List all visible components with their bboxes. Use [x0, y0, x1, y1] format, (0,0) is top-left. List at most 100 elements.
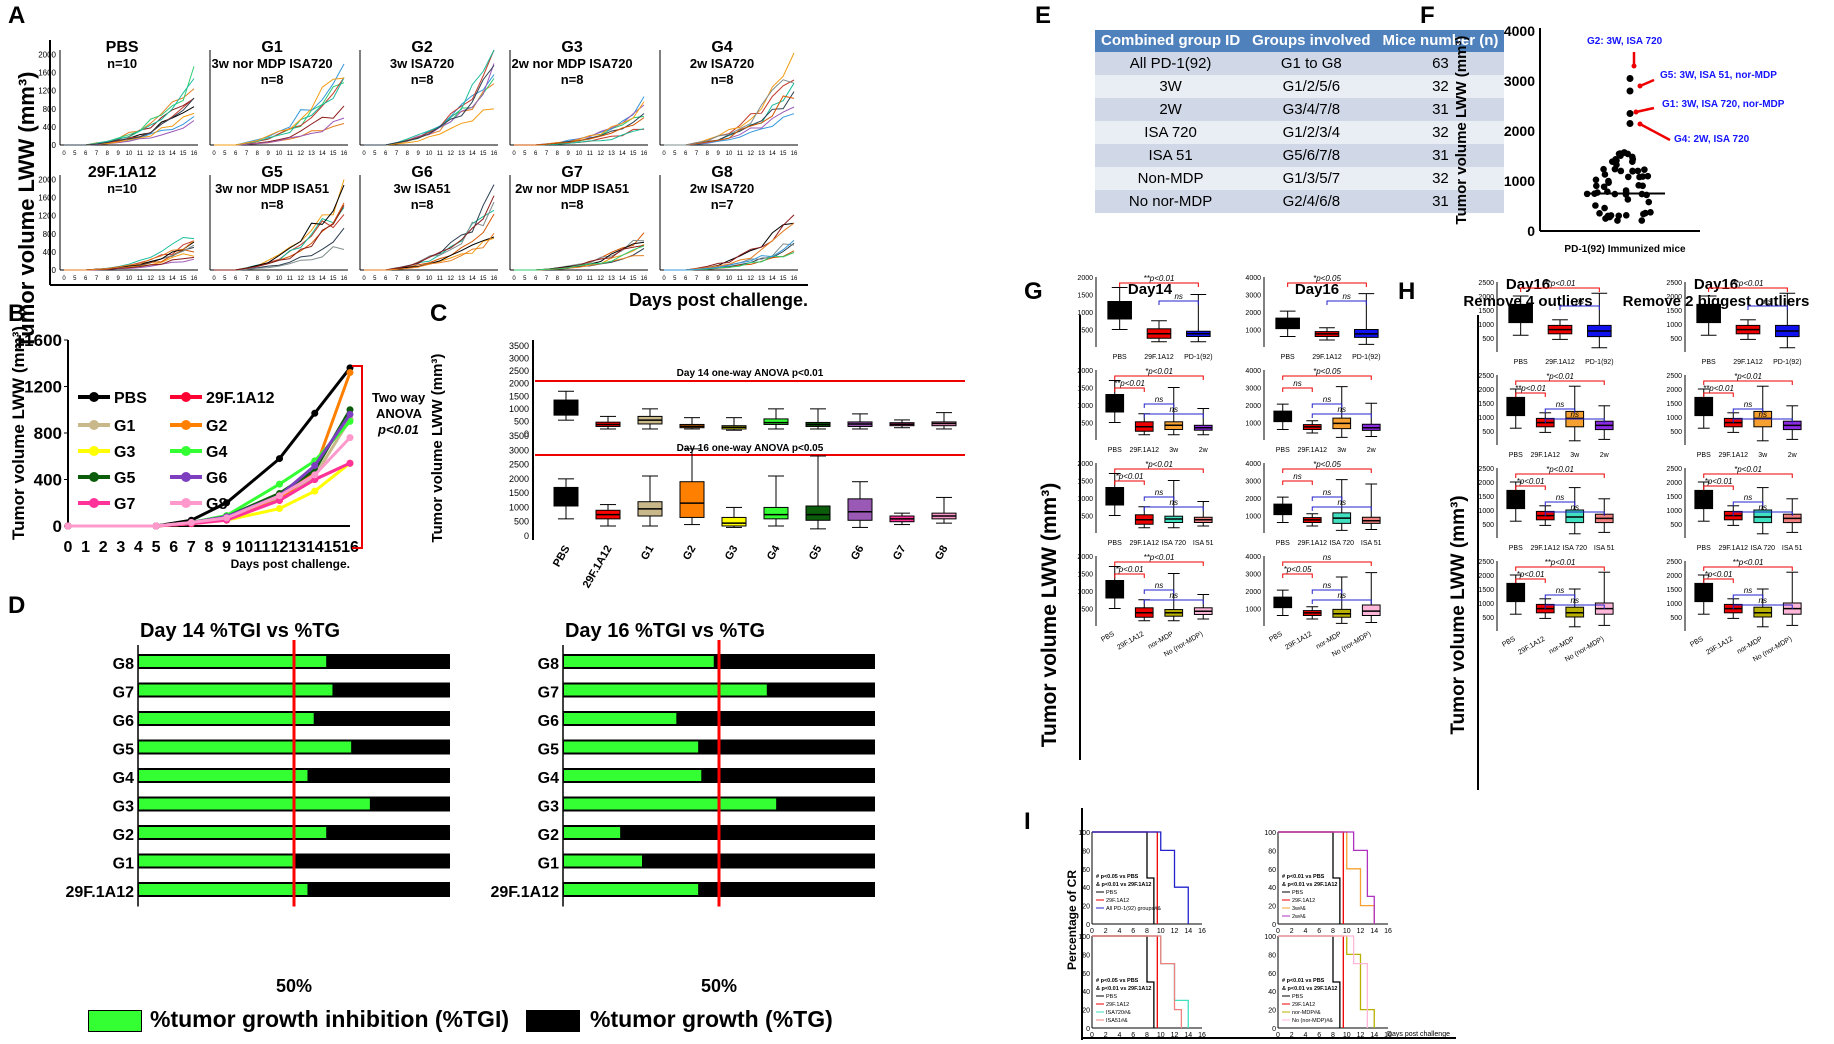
data-point: [1641, 166, 1648, 173]
x-tick-label: 6: [534, 151, 538, 157]
box: [721, 516, 747, 527]
tgi-bar: [139, 827, 327, 838]
category-label: PBS: [551, 544, 573, 570]
subplot-n: n=8: [261, 72, 284, 87]
y-tick-label: 4000: [1504, 23, 1535, 39]
y-tick-label: 100: [1078, 830, 1090, 837]
x-tick-label: 12: [747, 151, 754, 157]
y-tick-label: 500: [1670, 336, 1682, 343]
x-tick-label: 11: [587, 151, 594, 157]
f-ylabel: Tumor volume LWW (mm³): [1453, 36, 1470, 225]
series-point: [152, 522, 160, 530]
y-tick-label: 1000: [1666, 601, 1682, 608]
x-tick-label: 7: [245, 151, 249, 157]
subplot-subtitle: 2w ISA720: [690, 181, 754, 196]
sig-label: ns: [1744, 586, 1752, 595]
x-tick-label: 10: [1157, 1032, 1165, 1039]
sig-bracket: [1282, 468, 1372, 473]
sig-bracket: [1732, 511, 1793, 516]
category-label: 29F.1A12: [1705, 636, 1734, 657]
category-label: G2: [538, 827, 559, 844]
outlier-point: [1626, 120, 1634, 127]
data-point: [1617, 167, 1625, 175]
x-tick-label: 6: [234, 276, 238, 282]
panel-label-i: I: [1024, 808, 1031, 835]
legend-label: PBS: [1292, 890, 1303, 896]
sig-label: **p<0.01: [1545, 558, 1576, 567]
data-point: [1638, 217, 1646, 224]
y-tick-label: 3000: [509, 445, 529, 455]
legend-label: All PD-1(92) groups#&: [1106, 906, 1161, 912]
x-tick-label: 11: [737, 151, 744, 157]
category-label: 29F.1A12: [1116, 631, 1145, 652]
x-tick-label: 16: [641, 276, 648, 282]
y-tick-label: 3000: [1245, 479, 1261, 486]
sig-bracket: [1143, 496, 1175, 501]
sig-label: ns: [1155, 488, 1163, 497]
legend-label: & p<0.01 vs 29F.1A12: [1282, 882, 1338, 888]
sig-label: *p<0.01: [1145, 460, 1173, 469]
sig-bracket: [1703, 392, 1734, 397]
legend-marker: [181, 420, 191, 430]
x-tick-label: 5: [152, 539, 161, 556]
x-tick-label: 16: [791, 151, 798, 157]
series-point: [223, 514, 231, 522]
x-tick-label: 7: [695, 151, 699, 157]
x-tick-label: 13: [288, 539, 306, 556]
data-point: [1600, 165, 1607, 173]
y-tick-label: 20: [1082, 1008, 1090, 1015]
tgi-bar: [564, 713, 677, 724]
x-tick-label: 6: [684, 151, 688, 157]
y-tick-label: 2000: [509, 379, 529, 389]
box: [679, 481, 705, 518]
y-tick-label: 1500: [1077, 293, 1093, 300]
category-label: ISA 720: [1562, 545, 1587, 552]
legend-label: & p<0.01 vs 29F.1A12: [1096, 986, 1152, 992]
category-label: G2: [681, 544, 699, 563]
y-tick-label: 0: [52, 141, 57, 150]
x-tick-label: 5: [673, 276, 677, 282]
y-tick-label: 2000: [38, 176, 56, 185]
sig-label: *p<0.01: [1705, 477, 1733, 486]
tgi-bar: [564, 827, 621, 838]
x-tick-label: 15: [323, 539, 341, 556]
x-tick-label: 8: [106, 151, 110, 157]
series-point: [311, 487, 319, 495]
category-label: PBS: [1268, 631, 1284, 644]
arrow-head: [1637, 83, 1643, 89]
data-point: [1600, 183, 1608, 191]
sig-label: *p<0.01: [1734, 465, 1762, 474]
tgi-bar: [139, 798, 370, 810]
x-tick-label: 12: [1171, 928, 1179, 935]
y-tick-label: 1000: [1077, 496, 1093, 503]
x-tick-label: 15: [330, 276, 337, 282]
sig-label: ns: [1170, 405, 1178, 414]
y-tick-label: 0: [53, 517, 62, 536]
x-tick-label: 13: [308, 276, 315, 282]
category-label: 29F.1A12: [1545, 359, 1575, 366]
sig-bracket: [1559, 305, 1600, 310]
panel-d-title: Day 14 %TGI vs %TG: [140, 620, 340, 642]
legend-label: nor-MDP#&: [1292, 1010, 1321, 1016]
category-label: PBS: [1113, 354, 1127, 361]
panel-label-e: E: [1035, 2, 1052, 29]
x-tick-label: 14: [1370, 1032, 1378, 1039]
sig-bracket: [1703, 473, 1793, 478]
subplot-subtitle: 3w ISA51: [394, 181, 451, 196]
subplot-subtitle: 3w ISA720: [390, 56, 454, 71]
sig-label: ns: [1556, 493, 1564, 502]
legend-label: # p<0.01 vs PBS: [1282, 978, 1325, 984]
category-label: ISA 51: [1193, 540, 1214, 547]
panel-label-a: A: [8, 2, 26, 29]
subplot-title: G7: [561, 164, 582, 181]
y-tick-label: 1000: [509, 502, 529, 512]
x-tick-label: 9: [116, 151, 120, 157]
x-tick-label: 8: [706, 276, 710, 282]
x-tick-label: 5: [523, 276, 527, 282]
panel-label-h: H: [1398, 278, 1416, 305]
x-tick-label: 9: [416, 151, 420, 157]
sig-bracket: [1544, 594, 1576, 599]
series-point: [276, 480, 283, 488]
data-point: [1592, 202, 1599, 209]
legend-label: & p<0.01 vs 29F.1A12: [1282, 986, 1338, 992]
